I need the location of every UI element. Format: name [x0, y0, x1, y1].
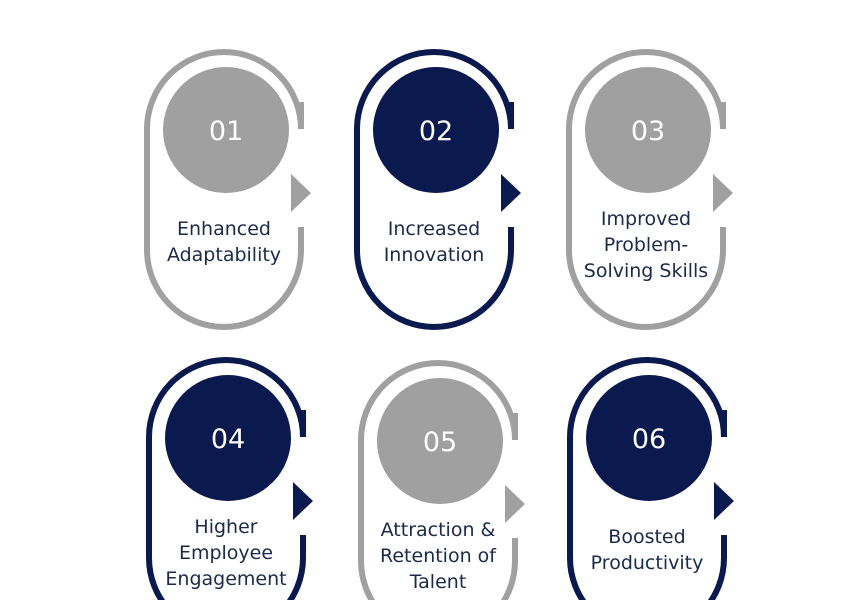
number-circle — [373, 67, 499, 193]
card-label-line: Solving Skills — [584, 260, 708, 282]
card-outline — [146, 357, 306, 600]
card-label: Improved Problem- Solving Skills — [584, 208, 708, 282]
card-label-line: Problem- — [604, 234, 689, 256]
card-label-line: Productivity — [591, 552, 704, 574]
card-label-line: Retention of — [380, 545, 497, 567]
card-label-line: Attraction & — [381, 519, 496, 541]
benefit-card-04: 04 Higher Employee Engagement — [146, 357, 313, 600]
card-label-line: Improved — [601, 208, 691, 230]
number-circle — [586, 375, 712, 501]
card-label-line: Boosted — [608, 526, 685, 548]
benefit-card-02: 02 Increased Innovation — [354, 49, 521, 330]
chevron-right-icon — [291, 174, 311, 212]
number-circle — [163, 67, 289, 193]
card-label: Boosted Productivity — [591, 526, 704, 574]
card-number: 05 — [423, 427, 457, 458]
card-number: 04 — [211, 424, 245, 455]
number-circle — [165, 375, 291, 501]
chevron-right-icon — [713, 174, 733, 212]
card-outline — [567, 357, 727, 600]
card-number: 01 — [209, 116, 243, 147]
chevron-right-icon — [501, 174, 521, 212]
benefit-card-03: 03 Improved Problem- Solving Skills — [566, 49, 733, 330]
card-number: 03 — [631, 116, 665, 147]
card-outline — [144, 49, 304, 330]
card-label: Increased Innovation — [384, 218, 485, 266]
card-label-line: Talent — [409, 571, 467, 593]
number-circle — [585, 67, 711, 193]
card-outline — [354, 49, 514, 330]
card-outline — [358, 360, 518, 600]
chevron-right-icon — [293, 482, 313, 520]
card-label-line: Employee — [179, 542, 273, 564]
chevron-right-icon — [505, 485, 525, 523]
card-label-line: Enhanced — [177, 218, 271, 240]
benefit-card-05: 05 Attraction & Retention of Talent — [358, 360, 525, 600]
card-label-line: Adaptability — [167, 244, 281, 266]
benefit-card-01: 01 Enhanced Adaptability — [144, 49, 311, 330]
card-label: Higher Employee Engagement — [165, 516, 286, 590]
card-label: Enhanced Adaptability — [167, 218, 281, 266]
card-label-line: Engagement — [165, 568, 286, 590]
card-label-line: Higher — [194, 516, 257, 538]
card-number: 02 — [419, 116, 453, 147]
number-circle — [377, 378, 503, 504]
card-label-line: Increased — [388, 218, 480, 240]
card-number: 06 — [632, 424, 666, 455]
benefit-card-06: 06 Boosted Productivity — [567, 357, 734, 600]
chevron-right-icon — [714, 482, 734, 520]
card-outline — [566, 49, 726, 330]
card-label-line: Innovation — [384, 244, 485, 266]
card-label: Attraction & Retention of Talent — [380, 519, 497, 593]
